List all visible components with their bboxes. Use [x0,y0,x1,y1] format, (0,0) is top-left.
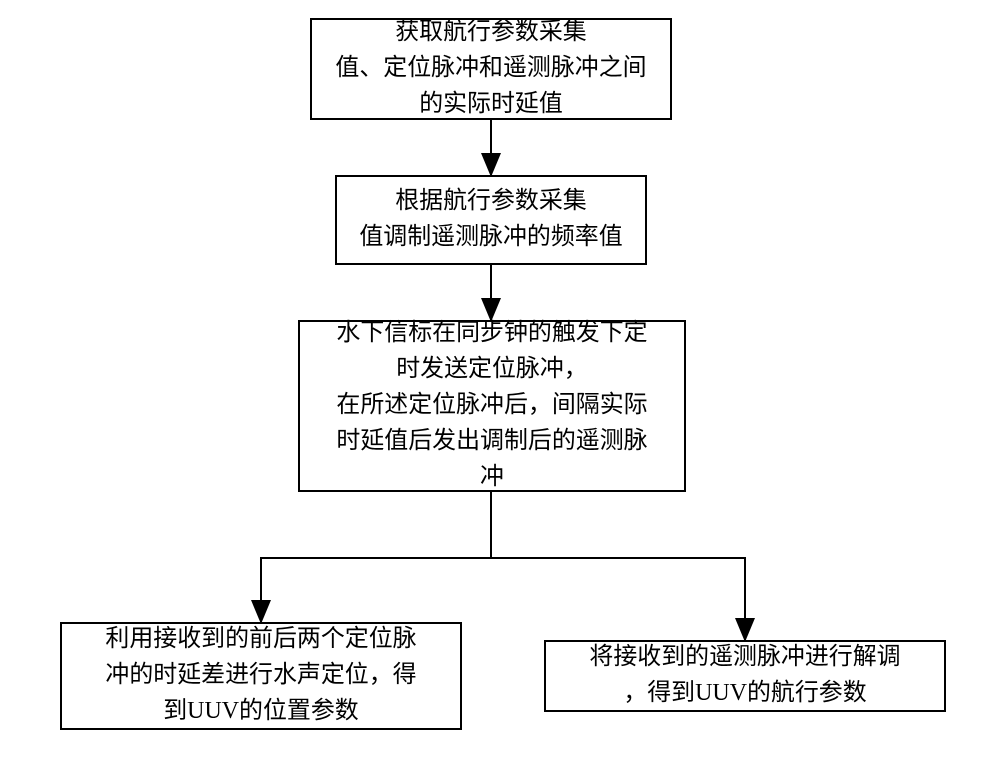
flowchart-node-text: 利用接收到的前后两个定位脉 冲的时延差进行水声定位，得 到UUV的位置参数 [105,622,416,730]
flowchart-node: 将接收到的遥测脉冲进行解调 ，得到UUV的航行参数 [544,640,946,712]
flowchart-node: 水下信标在同步钟的触发下定 时发送定位脉冲， 在所述定位脉冲后，间隔实际 时延值… [298,320,686,492]
flowchart-node-text: 将接收到的遥测脉冲进行解调 ，得到UUV的航行参数 [589,640,900,712]
flowchart-node: 获取航行参数采集 值、定位脉冲和遥测脉冲之间 的实际时延值 [310,18,672,120]
flowchart-node-text: 根据航行参数采集 值调制遥测脉冲的频率值 [359,184,622,256]
flowchart-node-text: 获取航行参数采集 值、定位脉冲和遥测脉冲之间 的实际时延值 [335,15,646,123]
flowchart-edge [491,492,745,640]
flowchart-node: 根据航行参数采集 值调制遥测脉冲的频率值 [335,175,647,265]
flowchart-edge [261,492,491,622]
flowchart-node: 利用接收到的前后两个定位脉 冲的时延差进行水声定位，得 到UUV的位置参数 [60,622,462,730]
flowchart-node-text: 水下信标在同步钟的触发下定 时发送定位脉冲， 在所述定位脉冲后，间隔实际 时延值… [336,316,647,496]
